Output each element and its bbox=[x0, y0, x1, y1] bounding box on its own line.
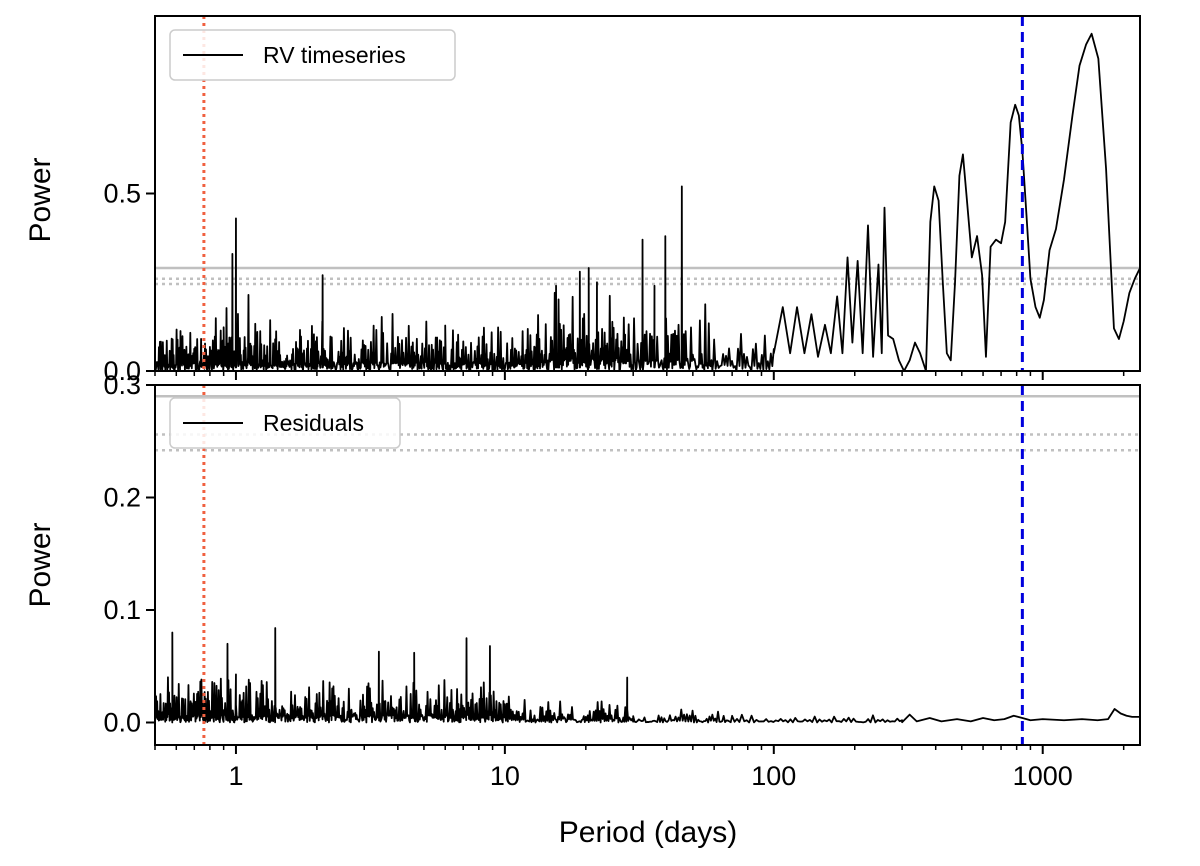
x-tick-label: 1000 bbox=[1013, 761, 1073, 791]
bottom-legend-label: Residuals bbox=[263, 410, 364, 436]
x-tick-label: 100 bbox=[751, 761, 796, 791]
top-y-ticks: 0.0 0.5 bbox=[103, 179, 155, 386]
x-tick-label: 10 bbox=[490, 761, 520, 791]
top-marker-lines bbox=[202, 16, 1024, 371]
top-x-ticks bbox=[154, 371, 1125, 380]
x-axis-label: Period (days) bbox=[559, 816, 737, 849]
top-y-tick-label: 0.0 bbox=[103, 356, 141, 386]
bottom-y-ticks: 0.0 0.1 0.2 0.3 bbox=[103, 370, 155, 738]
top-threshold-lines bbox=[155, 266, 1140, 286]
top-y-axis-label: Power bbox=[24, 157, 57, 242]
top-legend: RV timeseries bbox=[169, 29, 456, 81]
top-legend-label: RV timeseries bbox=[263, 42, 406, 68]
bottom-y-tick-label: 0.1 bbox=[103, 595, 141, 625]
bottom-threshold-lines bbox=[155, 395, 1140, 452]
bottom-y-tick-label: 0.0 bbox=[103, 708, 141, 738]
top-panel: 0.0 0.5 RV timeseries Power bbox=[24, 15, 1141, 386]
bottom-x-ticks: 1 10 100 1000 bbox=[154, 745, 1125, 791]
top-y-tick-label: 0.5 bbox=[103, 179, 141, 209]
bottom-plot-frame bbox=[154, 384, 1141, 746]
bottom-y-tick-label: 0.3 bbox=[103, 370, 141, 400]
bottom-legend: Residuals bbox=[169, 397, 401, 449]
top-series-line-0 bbox=[155, 32, 1140, 371]
x-tick-label: 1 bbox=[228, 761, 243, 791]
bottom-marker-lines bbox=[202, 385, 1024, 745]
top-series bbox=[155, 32, 1140, 371]
top-legend-box bbox=[169, 29, 456, 81]
bottom-y-axis-label: Power bbox=[24, 522, 57, 607]
bottom-y-tick-label: 0.2 bbox=[103, 483, 141, 513]
bottom-panel: 0.00.10.20.3 1 10 100 1000 Residuals Power … bbox=[24, 370, 1141, 849]
bottom-series bbox=[155, 627, 1140, 724]
bottom-legend-box bbox=[169, 397, 401, 449]
bottom-series-line-0 bbox=[155, 627, 1140, 724]
